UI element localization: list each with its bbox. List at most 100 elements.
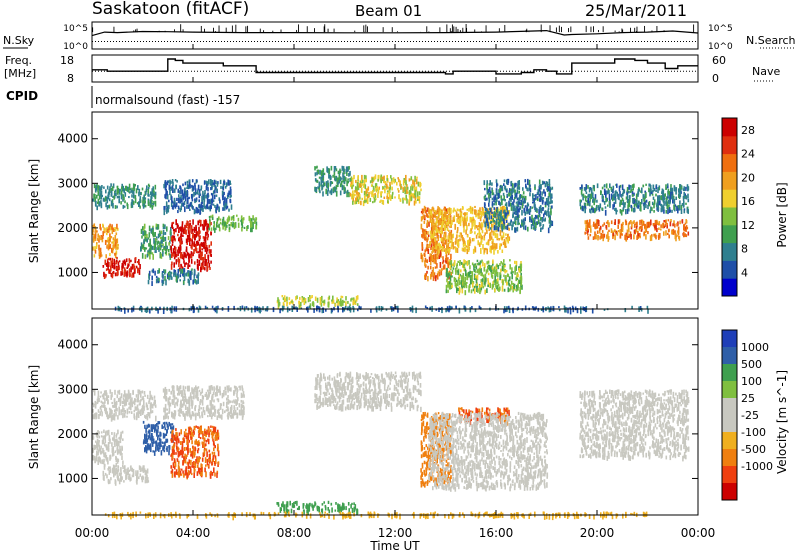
- heat-cell: [449, 261, 451, 266]
- heat-cell: [179, 246, 182, 251]
- heat-cell: [583, 187, 586, 191]
- heat-cell: [522, 191, 525, 195]
- heat-cell: [481, 206, 484, 211]
- heat-cell: [671, 209, 673, 213]
- heat-cell: [649, 190, 651, 197]
- heat-cell: [214, 205, 216, 208]
- heat-cell: [112, 446, 114, 452]
- heat-cell: [579, 200, 582, 207]
- heat-cell: [166, 190, 168, 196]
- heat-cell: [496, 234, 498, 239]
- heat-cell: [467, 235, 469, 238]
- heat-cell: [646, 221, 649, 227]
- heat-cell: [446, 268, 448, 273]
- heat-cell: [114, 189, 117, 193]
- heat-cell: [117, 262, 120, 266]
- heat-cell: [484, 187, 486, 191]
- heat-cell: [470, 289, 473, 294]
- heat-cell: [634, 208, 636, 212]
- heat-cell: [98, 435, 101, 439]
- heat-cell: [363, 174, 366, 180]
- heat-cell: [106, 239, 109, 243]
- heat-cell: [402, 187, 405, 192]
- heat-cell: [199, 224, 202, 227]
- heat-cell: [151, 188, 153, 194]
- heat-cell: [222, 183, 225, 188]
- heat-cell: [539, 218, 542, 221]
- heat-cell: [121, 183, 123, 188]
- heat-cell: [632, 197, 634, 204]
- heat-cell: [456, 264, 458, 269]
- heat-cell: [128, 268, 131, 273]
- heat-cell: [157, 442, 159, 447]
- heat-cell: [463, 212, 465, 216]
- heat-cell: [194, 235, 196, 241]
- heat-cell: [319, 302, 322, 305]
- heat-cell: [166, 423, 169, 428]
- heat-cell: [102, 265, 105, 268]
- heat-cell: [542, 200, 544, 203]
- heat-cell: [502, 209, 504, 212]
- heat-cell: [194, 261, 196, 265]
- heat-cell: [180, 268, 182, 274]
- heat-cell: [127, 308, 129, 313]
- heat-cell: [456, 234, 458, 239]
- heat-cell: [605, 197, 607, 203]
- heat-cell: [177, 224, 179, 227]
- heat-cell: [347, 178, 349, 181]
- heat-cell: [493, 280, 495, 283]
- heat-cell: [469, 307, 472, 313]
- heat-cell: [490, 266, 492, 273]
- heat-cell: [519, 267, 522, 273]
- heat-cell: [492, 268, 494, 274]
- heat-cell: [95, 454, 98, 457]
- heat-cell: [348, 166, 350, 170]
- heat-cell: [640, 190, 642, 193]
- heat-cell: [504, 199, 506, 202]
- heat-cell: [620, 193, 623, 198]
- heat-cell: [98, 235, 101, 240]
- station-title: Saskatoon (fitACF): [92, 0, 249, 19]
- heat-cell: [492, 215, 494, 219]
- heat-cell: [166, 245, 168, 250]
- heat-cell: [198, 236, 201, 240]
- heat-cell: [254, 305, 256, 310]
- heat-cell: [148, 232, 151, 238]
- heat-cell: [164, 236, 167, 241]
- heat-cell: [592, 197, 595, 201]
- heat-cell: [215, 227, 217, 231]
- heat-cell: [217, 181, 219, 185]
- heat-cell: [210, 187, 212, 191]
- heat-cell: [252, 224, 254, 229]
- heat-cell: [452, 242, 454, 247]
- heat-cell: [603, 222, 606, 226]
- heat-cell: [107, 237, 109, 241]
- heat-cell: [437, 206, 439, 212]
- heat-cell: [188, 179, 191, 183]
- heat-cell: [132, 307, 135, 312]
- heat-cell: [687, 193, 689, 199]
- heat-cell: [130, 266, 132, 273]
- heat-cell: [477, 225, 479, 228]
- heat-cell: [501, 216, 503, 222]
- heat-cell: [504, 209, 506, 214]
- heat-cell: [427, 234, 430, 237]
- heat-cell: [255, 221, 258, 226]
- heat-cell: [318, 176, 321, 179]
- heat-cell: [668, 190, 671, 197]
- heat-cell: [315, 166, 317, 169]
- heat-cell: [98, 254, 101, 259]
- heat-cell: [432, 230, 435, 237]
- heat-cell: [154, 240, 157, 244]
- heat-cell: [348, 191, 350, 198]
- heat-cell: [473, 277, 476, 280]
- heat-cell: [252, 215, 254, 220]
- heat-cell: [468, 242, 471, 246]
- heat-cell: [151, 205, 153, 210]
- heat-cell: [423, 214, 425, 218]
- heat-cell: [446, 245, 448, 252]
- heat-cell: [432, 267, 434, 271]
- heat-cell: [451, 269, 454, 274]
- heat-cell: [198, 260, 201, 266]
